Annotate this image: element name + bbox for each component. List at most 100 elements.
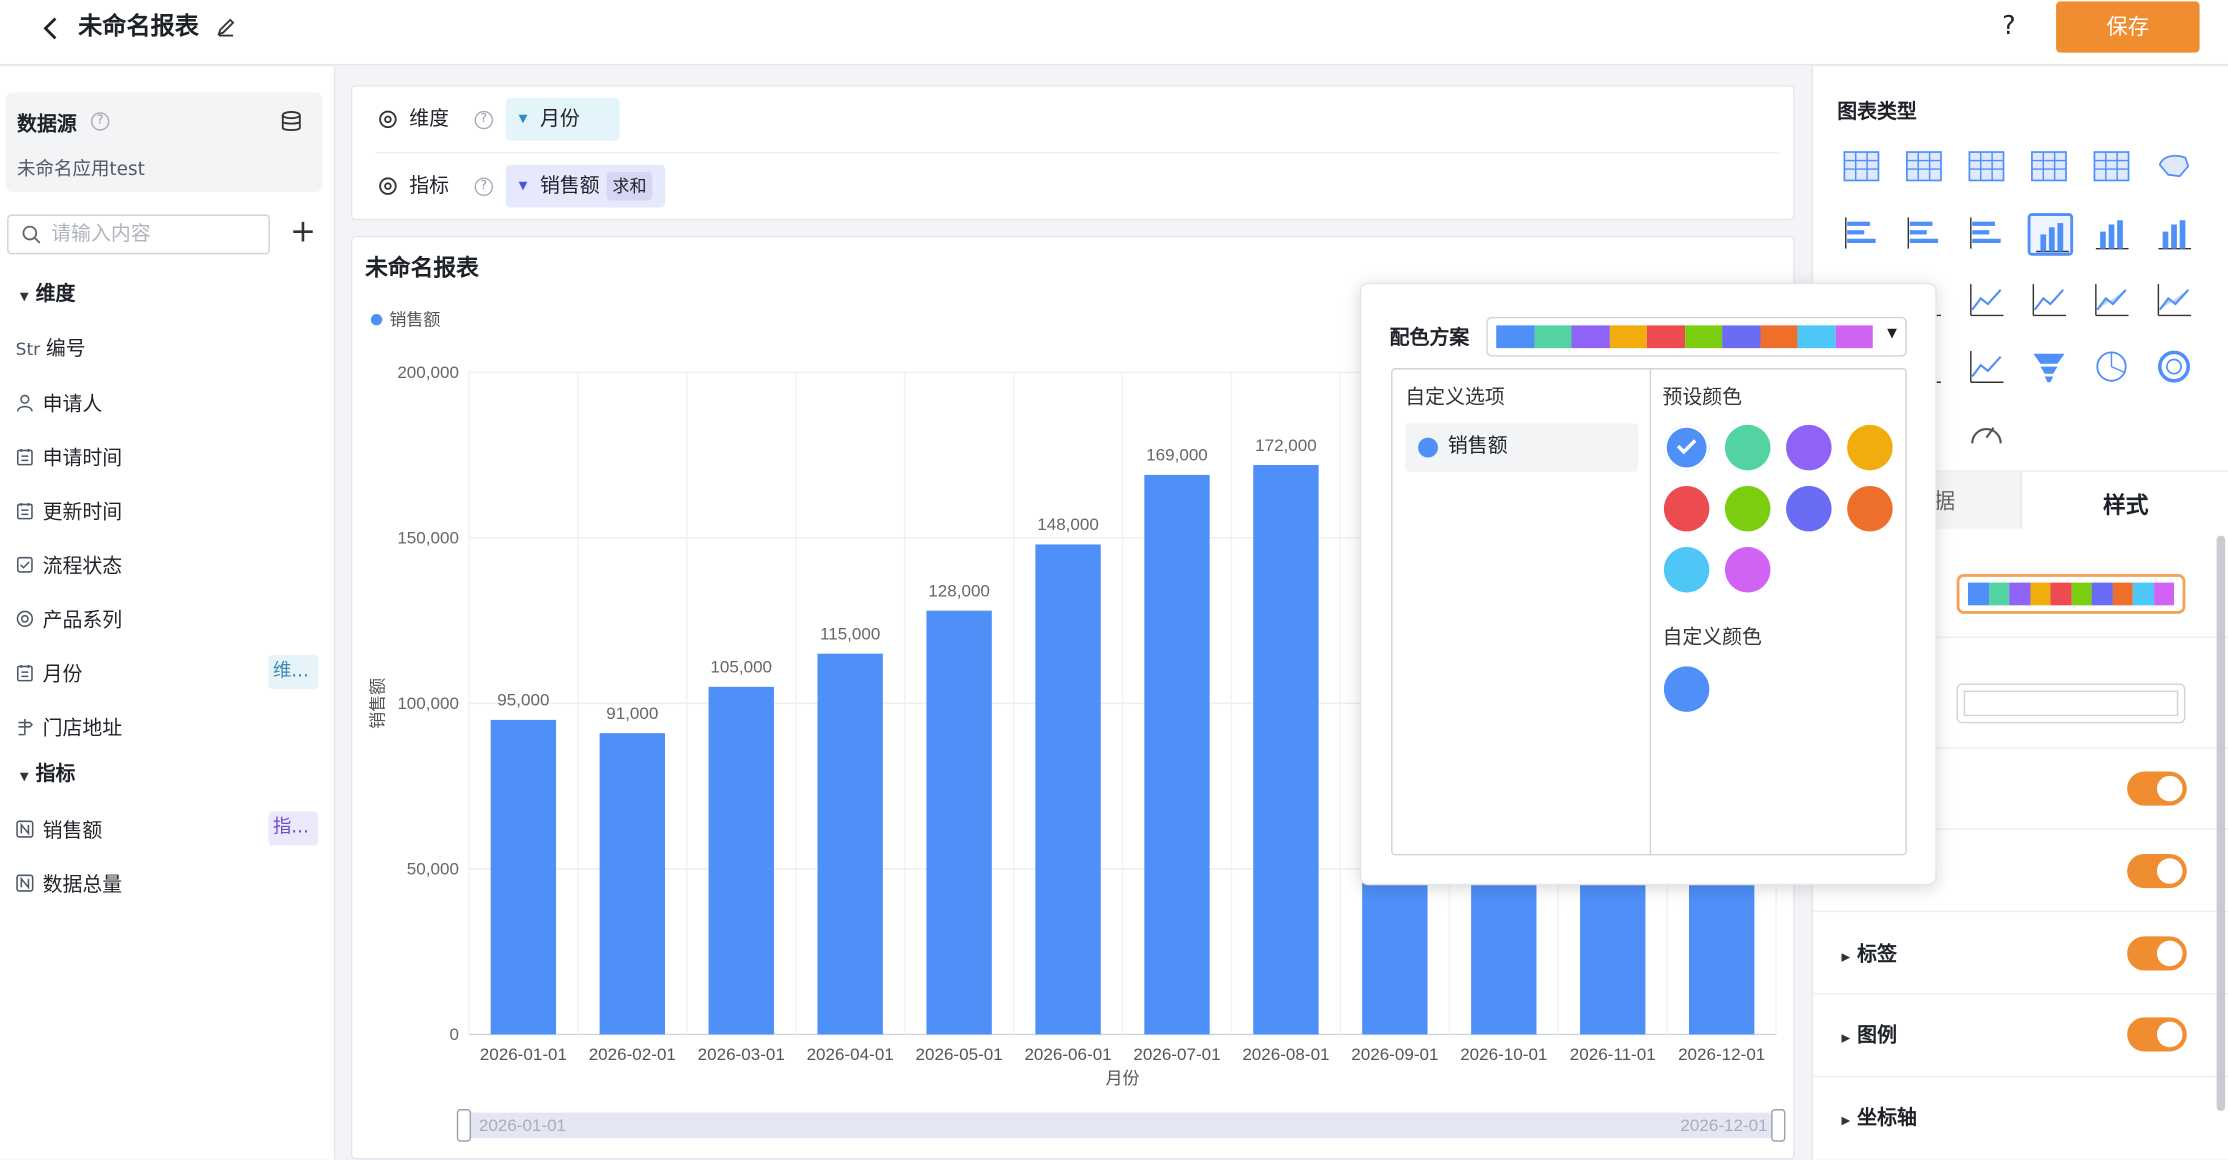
config-divider [1649, 369, 1652, 854]
funnel-icon[interactable] [2028, 347, 2073, 390]
measure-section-header[interactable]: ▼ 指标 [19, 763, 76, 786]
section-legend-toggle[interactable]: ▶ 图例 [1841, 1024, 1897, 1048]
donut-chart-icon[interactable] [2153, 347, 2198, 390]
preset-color-swatch[interactable] [1663, 547, 1710, 593]
preset-color-swatch[interactable] [1847, 485, 1893, 532]
card-icon[interactable] [2028, 146, 2073, 189]
database-icon[interactable] [279, 109, 305, 135]
color-scheme-selector[interactable] [1956, 574, 2186, 614]
bar[interactable] [1144, 474, 1210, 1035]
number-card-icon[interactable] [2090, 146, 2135, 189]
scheme-color-block [2009, 582, 2030, 606]
custom-options-label: 自定义选项 [1405, 386, 1505, 410]
percent-horizontal-bar-icon[interactable] [1965, 213, 2010, 256]
scrollbar[interactable] [2216, 535, 2226, 1112]
y-tick-label: 100,000 [397, 694, 459, 713]
datasource-card[interactable]: 数据源 ? 未命名应用test [5, 92, 323, 192]
bar[interactable] [599, 733, 665, 1035]
legend-item[interactable]: 销售额 [389, 310, 440, 329]
panel-divider [1813, 636, 2228, 638]
edit-icon[interactable] [215, 16, 238, 39]
bar[interactable] [1035, 544, 1101, 1035]
bar[interactable] [926, 610, 992, 1035]
pie-chart-icon[interactable] [2090, 347, 2135, 390]
aggregation-badge[interactable]: 求和 [606, 171, 653, 201]
bar[interactable] [708, 686, 774, 1035]
gauge-icon[interactable] [1965, 413, 2010, 456]
legend-toggle[interactable] [2127, 1017, 2187, 1052]
field-item-applicant[interactable]: 申请人 [16, 392, 103, 418]
bar[interactable] [1253, 464, 1319, 1035]
stacked-area-icon[interactable] [2153, 280, 2198, 323]
field-item-data-count[interactable]: 数据总量 [16, 872, 123, 898]
bar[interactable] [817, 653, 883, 1035]
dimension-gear-icon [379, 110, 397, 129]
toggle-switch[interactable] [2127, 853, 2187, 889]
section-label-toggle[interactable]: ▶ 标签 [1841, 943, 1897, 967]
dimension-section-header[interactable]: ▼ 维度 [19, 282, 76, 306]
dot-line-icon[interactable] [1965, 347, 2010, 390]
color-scheme-dropdown[interactable]: ▼ [1486, 316, 1907, 357]
range-end-label: 2026-12-01 [1680, 1116, 1767, 1135]
stacked-column-icon[interactable] [2090, 213, 2135, 256]
preset-color-swatch[interactable] [1847, 424, 1893, 471]
preset-color-swatch[interactable] [1786, 424, 1832, 471]
field-item-update-time[interactable]: 更新时间 [16, 500, 123, 526]
preset-color-swatch[interactable] [1724, 547, 1771, 593]
column-chart-icon[interactable] [2027, 213, 2074, 256]
config-divider [375, 152, 1779, 154]
preset-color-swatch[interactable] [1724, 424, 1771, 471]
preset-color-swatch[interactable] [1724, 485, 1771, 532]
measure-pill[interactable]: ▼ 销售额 求和 [505, 164, 665, 208]
field-search-input[interactable]: 请输入内容 [7, 214, 270, 255]
line-chart-icon[interactable] [2028, 280, 2073, 323]
custom-option-item[interactable]: 销售额 [1405, 423, 1639, 472]
scheme-color-block [2050, 582, 2071, 606]
pivot-table-icon[interactable] [1965, 146, 2010, 189]
toggle-switch[interactable] [2127, 771, 2187, 806]
help-circle-icon[interactable]: ? [90, 112, 110, 131]
field-item-flow-status[interactable]: 流程状态 [16, 554, 123, 580]
bar[interactable] [490, 719, 557, 1035]
search-placeholder: 请输入内容 [51, 223, 151, 246]
save-button[interactable]: 保存 [2056, 1, 2200, 53]
add-field-icon[interactable]: + [289, 214, 317, 251]
range-slider-track[interactable] [463, 1112, 1782, 1139]
field-item-month[interactable]: 月份 [16, 662, 300, 688]
custom-color-swatch[interactable] [1663, 666, 1710, 712]
section-axis-toggle[interactable]: ▶ 坐标轴 [1841, 1106, 1917, 1130]
detail-table-icon[interactable] [1903, 146, 1948, 189]
horizontal-bar-icon[interactable] [1840, 213, 1885, 256]
field-item-sales[interactable]: 销售额 [16, 818, 103, 844]
percent-column-icon[interactable] [2153, 213, 2198, 256]
measure-section-label: 指标 [35, 763, 76, 786]
measure-gear-icon [379, 177, 397, 195]
scheme-color-block [2070, 582, 2092, 606]
range-handle-start[interactable] [456, 1109, 472, 1142]
stacked-horizontal-bar-icon[interactable] [1903, 213, 1948, 256]
dimension-pill[interactable]: ▼ 月份 [505, 98, 620, 141]
search-icon [22, 225, 41, 244]
field-item-product-series[interactable]: 产品系列 [16, 608, 123, 634]
double-axis-icon[interactable] [1965, 280, 2010, 323]
field-item-apply-time[interactable]: 申请时间 [16, 446, 123, 472]
x-tick-label: 2026-05-01 [916, 1045, 1003, 1064]
preset-color-swatch[interactable] [1663, 485, 1710, 532]
back-arrow-icon[interactable] [34, 11, 68, 45]
help-circle-icon[interactable]: ? [474, 110, 494, 130]
tab-style[interactable]: 样式 [2022, 472, 2228, 529]
area-chart-icon[interactable] [2090, 280, 2135, 323]
label-toggle[interactable] [2127, 936, 2187, 971]
map-icon[interactable] [2153, 146, 2198, 189]
x-tick-label: 2026-03-01 [698, 1045, 785, 1064]
range-handle-end[interactable] [1771, 1109, 1786, 1142]
x-tick-label: 2026-12-01 [1678, 1045, 1765, 1064]
preset-color-swatch[interactable] [1663, 424, 1710, 471]
field-item-store-address[interactable]: 门店地址 [16, 716, 123, 742]
help-icon[interactable]: ? [2002, 11, 2016, 42]
preset-color-swatch[interactable] [1786, 485, 1832, 532]
table-icon[interactable] [1840, 146, 1885, 189]
help-circle-icon[interactable]: ? [474, 177, 494, 197]
color-input[interactable] [1956, 683, 2186, 724]
field-item-id[interactable]: Str 编号 [16, 337, 86, 363]
